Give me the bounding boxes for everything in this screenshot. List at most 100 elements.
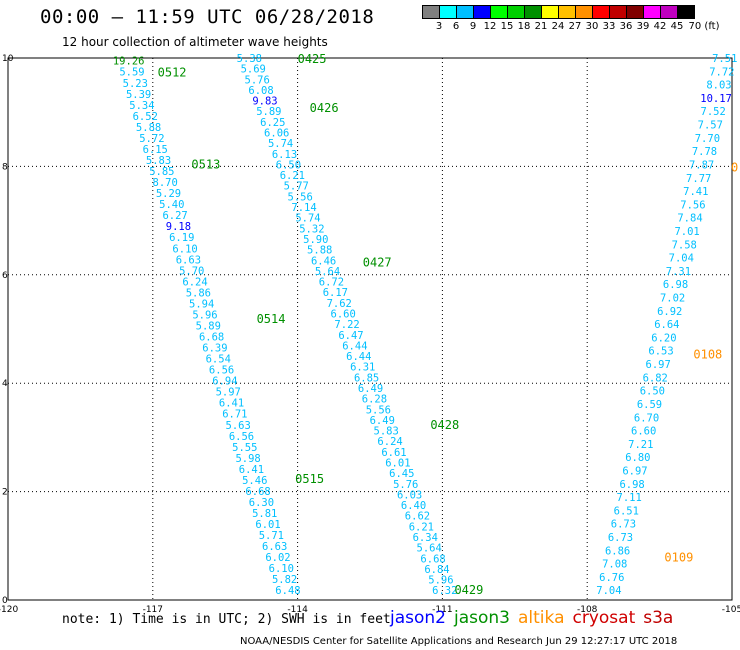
swh-value: 6.50 <box>640 386 665 398</box>
swh-value: 5.89 <box>196 320 221 332</box>
x-tick-label: -117 <box>143 605 163 615</box>
swh-value: 7.72 <box>709 66 734 78</box>
swh-value: 6.21 <box>409 521 434 533</box>
swh-value: 6.80 <box>625 452 650 464</box>
swh-value: 6.61 <box>381 447 406 459</box>
swh-value: 7.87 <box>689 159 714 171</box>
swh-value: 7.01 <box>674 226 699 238</box>
swh-value: 6.73 <box>611 519 636 531</box>
swh-value: 6.47 <box>338 330 363 342</box>
colorbar-label: 36 <box>619 21 633 32</box>
swh-value: 6.40 <box>401 500 426 512</box>
swh-value: 7.22 <box>334 319 359 331</box>
pass-label: 0425 <box>298 52 327 66</box>
pass-label: 0428 <box>430 418 459 432</box>
colorbar-label: 30 <box>585 21 599 32</box>
swh-value: 5.90 <box>303 234 328 246</box>
swh-value: 8.03 <box>706 80 731 92</box>
swh-value: 6.60 <box>631 426 656 438</box>
swh-value: 5.96 <box>192 309 217 321</box>
swh-value: 6.50 <box>276 159 301 171</box>
swh-value: 6.32 <box>432 585 457 597</box>
swh-value: 6.21 <box>280 170 305 182</box>
swh-value: 6.70 <box>634 412 659 424</box>
colorbar-label: 15 <box>500 21 514 32</box>
swh-value: 5.76 <box>245 74 270 86</box>
colorbar-label: 3 <box>435 21 443 32</box>
swh-value: 5.88 <box>136 122 161 134</box>
swh-value: 6.48 <box>275 585 300 597</box>
swh-value: 6.28 <box>362 394 387 406</box>
swh-value: 6.56 <box>229 431 254 443</box>
swh-value: 8.70 <box>153 177 178 189</box>
swh-value: 5.85 <box>149 166 174 178</box>
swh-value: 7.41 <box>683 186 708 198</box>
swh-value: 6.62 <box>405 511 430 523</box>
legend-item: jason3 <box>454 608 510 628</box>
colorbar-label: 27 <box>568 21 582 32</box>
swh-value: 5.32 <box>299 223 324 235</box>
swh-value: 5.23 <box>123 78 148 90</box>
swh-value: 5.29 <box>156 188 181 200</box>
legend-item: altika <box>518 608 565 628</box>
swh-value: 6.71 <box>222 409 247 421</box>
colorbar-label: 21 <box>534 21 548 32</box>
axes <box>7 57 733 601</box>
swh-value: 19.26 <box>113 56 145 68</box>
swh-value: 6.98 <box>619 479 644 491</box>
swh-value: 6.24 <box>182 276 207 288</box>
page-title: 00:00 – 11:59 UTC 06/28/2018 <box>40 6 375 28</box>
swh-value: 7.31 <box>666 266 691 278</box>
swh-value: 6.46 <box>311 255 336 267</box>
pass-label: 0108 <box>693 347 722 361</box>
swh-value: 6.92 <box>657 306 682 318</box>
swh-value: 6.97 <box>622 465 647 477</box>
legend-item: jason2 <box>390 608 446 628</box>
swh-value: 6.85 <box>354 372 379 384</box>
swh-value: 7.58 <box>672 239 697 251</box>
pass-labels: 0512 0425 0426 0513 0427 0514 0428 0515 0429 0108… <box>158 52 739 597</box>
swh-value: 5.83 <box>146 155 171 167</box>
x-tick-label: -105 <box>722 605 740 615</box>
swh-value: 7.70 <box>695 133 720 145</box>
x-tick-label: -114 <box>287 605 308 615</box>
swh-value: 7.84 <box>677 213 702 225</box>
swh-value: 6.68 <box>245 486 270 498</box>
swh-value: 6.15 <box>143 144 168 156</box>
colorbar <box>422 5 695 19</box>
colorbar-label: 45 <box>670 21 684 32</box>
pass-label: 0426 <box>310 101 339 115</box>
swh-value: 5.96 <box>428 575 453 587</box>
swh-value: 5.83 <box>374 426 399 438</box>
swh-value: 6.68 <box>420 553 445 565</box>
colorbar-label: 33 <box>602 21 616 32</box>
y-tick-label: 0 <box>2 596 8 606</box>
swh-value: 7.77 <box>686 173 711 185</box>
y-tick-label: 2 <box>2 488 8 498</box>
swh-value: 6.34 <box>413 532 438 544</box>
swh-value: 10.17 <box>700 93 732 105</box>
legend-item: s3a <box>643 608 674 628</box>
swh-value: 6.84 <box>424 564 449 576</box>
swh-value: 6.41 <box>239 464 264 476</box>
colorbar-label: 18 <box>517 21 531 32</box>
swh-value: 7.04 <box>669 253 694 265</box>
swh-value: 5.39 <box>126 89 151 101</box>
pass-label: 0512 <box>158 66 187 80</box>
swh-value: 6.98 <box>663 279 688 291</box>
swh-value: 6.27 <box>162 210 187 222</box>
swh-value: 7.57 <box>698 120 723 132</box>
colorbar-label: 6 <box>452 21 460 32</box>
footer-credit: NOAA/NESDIS Center for Satellite Applica… <box>240 636 678 647</box>
page-subtitle: 12 hour collection of altimeter wave hei… <box>62 35 328 49</box>
x-tick-label: -120 <box>0 605 18 615</box>
pass-label: 0429 <box>454 583 483 597</box>
swh-value: 5.69 <box>241 64 266 76</box>
swh-value: 6.73 <box>608 532 633 544</box>
swh-value: 6.19 <box>169 232 194 244</box>
swh-value: 6.54 <box>206 354 231 366</box>
swh-value: 7.52 <box>701 106 726 118</box>
swh-value: 5.74 <box>268 138 293 150</box>
swh-value: 6.41 <box>219 398 244 410</box>
